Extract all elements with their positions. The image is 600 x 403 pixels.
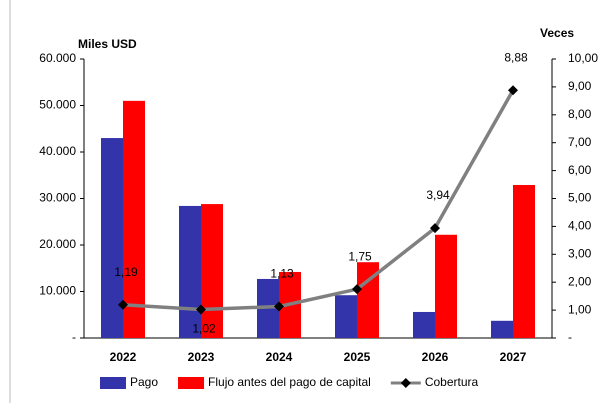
y2-tick-label: 2,00: [568, 274, 592, 288]
y2-tick-label: 4,00: [568, 219, 592, 233]
marker: [196, 304, 206, 315]
y-tick-label: 30.000: [39, 191, 76, 205]
y-tick-label: 10.000: [39, 284, 76, 298]
data-label: 1,02: [192, 322, 216, 336]
marker: [352, 284, 362, 295]
bar: [413, 311, 435, 338]
y2-tick-label: -: [568, 330, 572, 344]
legend-label: Cobertura: [425, 375, 479, 389]
data-label: 3,94: [426, 188, 450, 202]
data-label: 1,75: [348, 249, 372, 263]
x-tick-label: 2023: [188, 350, 215, 364]
x-tick-label: 2024: [266, 350, 293, 364]
data-label: 8,88: [504, 50, 528, 64]
y2-tick-label: 1,00: [568, 302, 592, 316]
y2-tick-label: 10,00: [568, 51, 598, 65]
line: [122, 89, 515, 312]
y2-axis-label: Veces: [540, 26, 574, 40]
y2-tick-label: 9,00: [568, 79, 592, 93]
y-axis-label: Miles USD: [78, 37, 137, 51]
bar: [123, 100, 145, 338]
x-tick-label: 2022: [110, 350, 137, 364]
bar: [513, 185, 535, 338]
y2-tick-label: 6,00: [568, 163, 592, 177]
marker: [118, 299, 128, 310]
data-label: 1,13: [270, 267, 294, 281]
y-tick-label: 60.000: [39, 51, 76, 65]
x-tick-label: 2026: [422, 350, 449, 364]
y-tick-label: 50.000: [39, 98, 76, 112]
bar: [179, 205, 201, 338]
y-tick-label: 20.000: [39, 237, 76, 251]
bar: [491, 320, 513, 338]
x-tick-label: 2025: [344, 350, 371, 364]
legend-label: Flujo antes del pago de capital: [208, 375, 371, 389]
bar: [101, 138, 123, 338]
legend-swatch: [178, 377, 205, 389]
y2-tick-label: 5,00: [568, 191, 592, 205]
marker: [274, 301, 284, 312]
bar: [357, 262, 379, 338]
bar: [335, 295, 357, 338]
data-label: 1,19: [114, 265, 138, 279]
legend-marker: [400, 378, 411, 388]
legend-label: Pago: [130, 375, 158, 389]
y2-tick-label: 3,00: [568, 246, 592, 260]
y2-tick-label: 7,00: [568, 135, 592, 149]
bar: [435, 234, 457, 338]
y-tick-label: 40.000: [39, 144, 76, 158]
legend-swatch: [100, 377, 126, 389]
bar: [201, 204, 223, 338]
marker: [430, 223, 440, 234]
x-tick-label: 2027: [500, 350, 527, 364]
y-tick-label: -: [72, 330, 76, 344]
y2-tick-label: 8,00: [568, 107, 592, 121]
marker: [508, 85, 518, 96]
